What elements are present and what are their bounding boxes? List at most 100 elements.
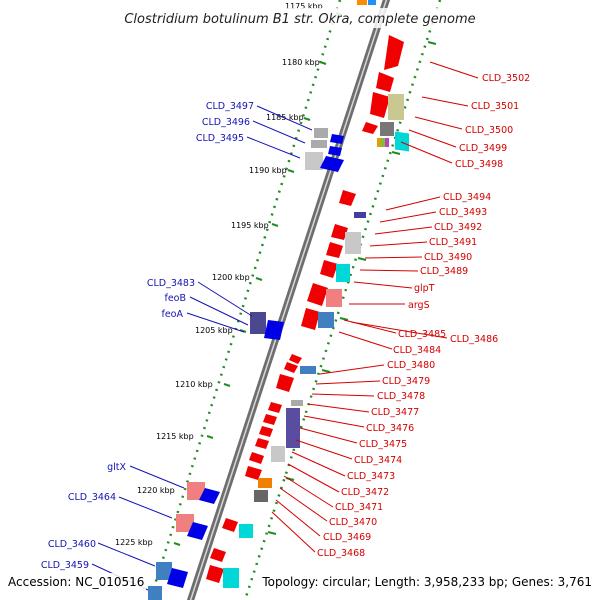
gene-label: gltX [107,462,126,473]
gene-label: CLD_3460 [48,539,96,550]
gene-label: CLD_3475 [359,439,407,450]
kbp-label: 1180 kbp [282,58,320,67]
gene-block [286,408,300,448]
gene-arrow [206,565,224,583]
gene-label: CLD_3469 [323,532,371,543]
gene-arrow [249,452,264,464]
gene-labels-right: CLD_3502 CLD_3501 CLD_3500 CLD_3499 CLD_… [317,73,530,559]
gene-arrow [301,308,320,330]
footer-backdrop-right [258,573,596,591]
gene-block [368,0,376,5]
gene-arrow [330,134,344,144]
gene-arrow [289,354,302,364]
gene-label: CLD_3464 [68,492,116,503]
gene-block [311,140,327,148]
gene-arrow [362,122,378,134]
gene-labels-left: CLD_3497 CLD_3496 CLD_3495 CLD_3483 feoB… [41,101,254,571]
gene-arrow [320,156,344,172]
kbp-label: 1215 kbp [156,432,194,441]
forward-genes [206,0,409,588]
kbp-label: 1220 kbp [137,486,175,495]
gene-block [300,366,316,374]
gene-label: CLD_3486 [450,334,498,345]
gene-label: CLD_3496 [202,117,250,128]
gene-block [318,312,334,328]
gene-label: CLD_3499 [459,143,507,154]
map-title: Clostridium botulinum B1 str. Okra, comp… [124,12,475,27]
topology-text: Topology: circular; Length: 3,958,233 bp… [261,575,592,589]
kbp-label: 1185 kbp [266,113,304,122]
gene-block [271,446,285,462]
gene-block [385,138,389,147]
gene-label: CLD_3473 [347,471,395,482]
gene-arrow [384,35,404,70]
gene-arrow [187,522,208,540]
kbp-label: 1210 kbp [175,380,213,389]
gene-block [176,514,194,532]
gene-block [239,524,253,538]
gene-arrow [339,190,356,206]
kbp-label: 1200 kbp [212,273,250,282]
gene-block [377,138,381,147]
gene-label: argS [408,300,430,311]
gene-block [381,138,385,147]
gene-block [326,289,342,307]
gene-label: CLD_3494 [443,192,491,203]
gene-label: CLD_3502 [482,73,530,84]
gene-arrow [264,320,284,340]
gene-label: CLD_3492 [434,222,482,233]
reverse-genes [148,128,344,600]
gene-label: CLD_3498 [455,159,503,170]
kbp-label: 1225 kbp [115,538,153,547]
gene-arrow [376,72,394,92]
accession-text: Accession: NC_010516 [8,575,144,589]
kbp-label: 1195 kbp [231,221,269,230]
gene-label: CLD_3474 [354,455,402,466]
leader-lines-right [271,61,479,553]
gene-block [357,0,367,5]
right-track-marks [267,41,437,535]
gene-label: CLD_3491 [429,237,477,248]
gene-block [388,94,404,120]
title-backdrop [110,8,490,28]
gene-label: feoA [161,309,183,320]
gene-block [345,232,361,254]
kbp-tick-marks [173,12,343,546]
gene-label: CLD_3483 [147,278,195,289]
gene-label: CLD_3485 [398,329,446,340]
gene-arrow [370,92,390,118]
gene-label: CLD_3484 [393,345,441,356]
gene-block [187,482,205,500]
kbp-label: 1190 kbp [249,166,287,175]
gene-label: CLD_3479 [382,376,430,387]
gene-arrow [167,568,188,588]
gene-arrow [222,518,238,532]
gene-block [395,131,409,152]
gene-label: CLD_3501 [471,101,519,112]
gene-label: CLD_3478 [377,391,425,402]
gene-label: CLD_3495 [196,133,244,144]
gene-block [336,264,350,282]
gene-block [254,490,268,502]
dotted-track-right [243,0,442,600]
gene-label: CLD_3480 [387,360,435,371]
gene-label: CLD_3500 [465,125,513,136]
dotted-track-left [148,0,342,600]
gene-label: feoB [164,293,186,304]
gene-block [380,122,394,136]
gene-label: CLD_3477 [371,407,419,418]
gene-arrow [326,242,343,258]
gene-block [258,478,272,488]
gene-arrow [284,362,298,373]
gene-block [156,562,172,580]
gene-arrow [255,438,269,449]
gene-arrow [307,283,328,306]
footer-backdrop-left [6,573,146,591]
gene-block [250,312,266,334]
gene-block [354,212,366,218]
gene-block [314,128,328,138]
gene-arrow [210,548,226,562]
gene-arrow [320,260,338,278]
gene-label: CLD_3497 [206,101,254,112]
